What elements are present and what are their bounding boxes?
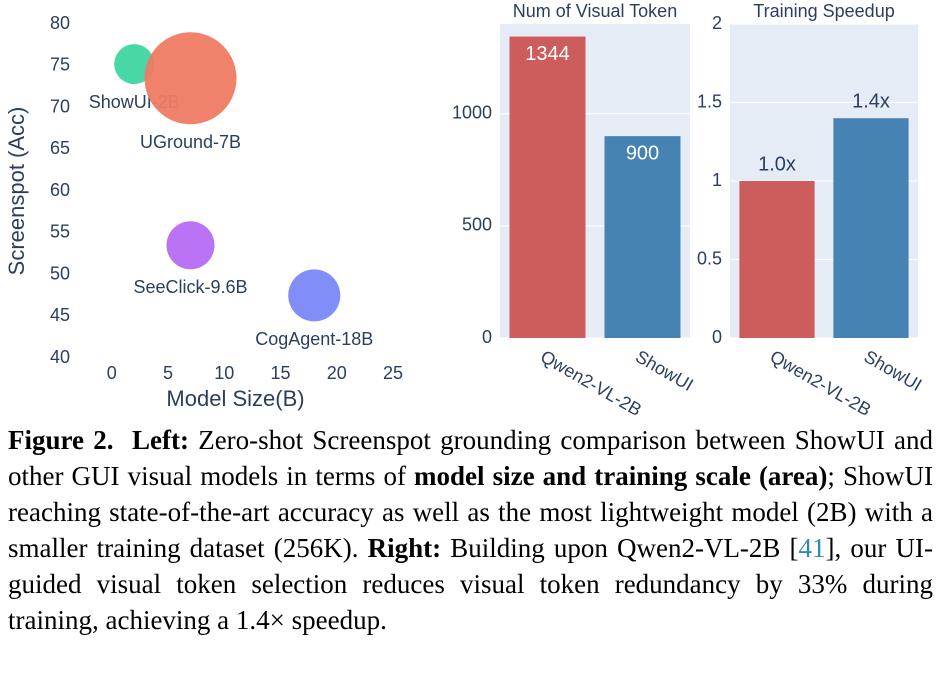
y-tick-label: 60 xyxy=(50,180,70,200)
caption-text: ], our UI-guided visual token selection … xyxy=(8,533,933,635)
y-tick-label: 55 xyxy=(50,222,70,242)
bubble xyxy=(144,32,237,125)
bubble xyxy=(288,269,341,322)
y-tick-label: 75 xyxy=(50,55,70,75)
y-tick-label: 1000 xyxy=(452,102,492,122)
y-tick-label: 500 xyxy=(462,215,492,235)
citation-link[interactable]: 41 xyxy=(798,533,826,563)
y-tick-label: 80 xyxy=(50,13,70,33)
caption-text: Building upon Qwen2-VL-2B [ xyxy=(441,533,799,563)
y-tick-label: 0.5 xyxy=(697,248,722,268)
value-label: 1.0x xyxy=(758,153,796,175)
bubble-label: UGround-7B xyxy=(140,132,241,152)
caption-bold: model size and training scale (area) xyxy=(414,461,828,491)
x-tick-label: 0 xyxy=(107,363,117,383)
caption-label: Figure 2. xyxy=(8,425,114,455)
x-tick-label: 20 xyxy=(327,363,347,383)
value-label: 1344 xyxy=(525,43,570,65)
value-label: 900 xyxy=(626,142,659,164)
bar xyxy=(739,181,815,338)
bubble xyxy=(114,44,155,85)
bar xyxy=(509,36,586,339)
caption-text: ; ShowUI reaching state-of-the-art accur… xyxy=(8,461,933,563)
y-tick-label: 1.5 xyxy=(697,91,722,111)
y-tick-label: 0 xyxy=(712,327,722,347)
x-tick-label: Qwen2-VL-2B xyxy=(767,346,875,420)
y-tick-label: 50 xyxy=(50,263,70,283)
x-axis-title: Model Size(B) xyxy=(166,386,304,411)
y-tick-label: 1 xyxy=(712,170,722,190)
caption: Figure 2. Left: Zero-shot Screenspot gro… xyxy=(8,422,933,638)
caption-bold: Left: xyxy=(131,425,189,455)
y-tick-label: 2 xyxy=(712,13,722,33)
x-tick-label: ShowUI xyxy=(632,346,697,395)
x-tick-label: 15 xyxy=(270,363,290,383)
x-tick-label: Qwen2-VL-2B xyxy=(537,346,645,420)
x-tick-label: ShowUI xyxy=(861,346,926,395)
bubble xyxy=(166,221,215,270)
x-tick-label: 25 xyxy=(383,363,403,383)
chart-title: Num of Visual Token xyxy=(513,1,677,21)
bubble-label: CogAgent-18B xyxy=(255,329,373,349)
bar xyxy=(604,136,681,338)
x-tick-label: 10 xyxy=(214,363,234,383)
caption-text: Zero-shot Screenspot grounding compariso… xyxy=(8,425,933,491)
y-tick-label: 0 xyxy=(482,327,492,347)
caption-bold: Right: xyxy=(367,533,442,563)
y-tick-label: 70 xyxy=(50,96,70,116)
y-tick-label: 40 xyxy=(50,347,70,367)
chart-title: Training Speedup xyxy=(753,1,894,21)
bubble-label: SeeClick-9.6B xyxy=(133,277,247,297)
y-axis-title: Screenspot (Acc) xyxy=(4,107,29,276)
y-tick-label: 45 xyxy=(50,305,70,325)
y-tick-label: 65 xyxy=(50,138,70,158)
x-tick-label: 5 xyxy=(163,363,173,383)
value-label: 1.4x xyxy=(852,90,890,112)
bar xyxy=(833,118,909,338)
